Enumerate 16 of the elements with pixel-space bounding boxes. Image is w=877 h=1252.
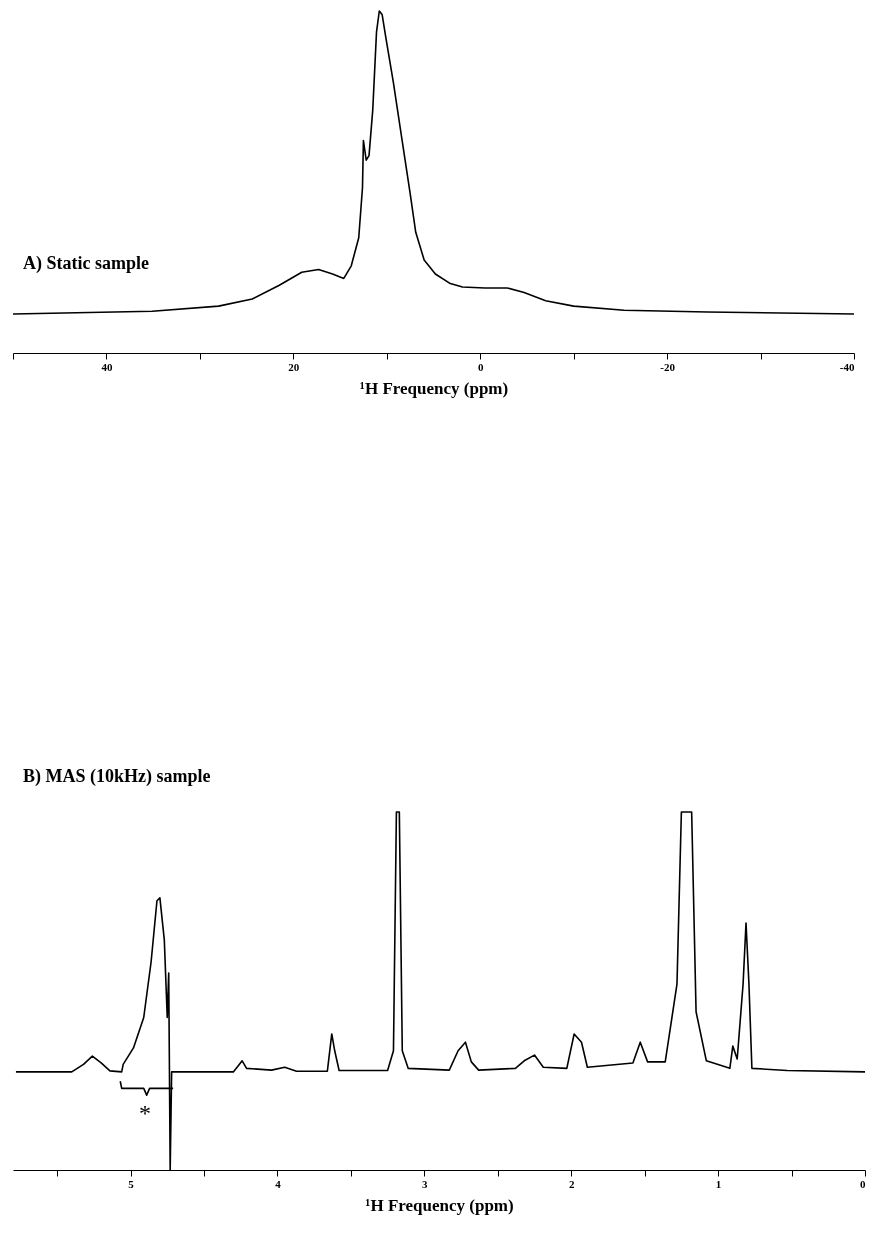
x-tick-label: 20 bbox=[288, 360, 300, 373]
x-axis-title: ¹H Frequency (ppm) bbox=[365, 1195, 514, 1215]
x-tick-label: 0 bbox=[860, 1177, 866, 1190]
x-tick-label: 40 bbox=[101, 360, 113, 373]
x-tick-label: -40 bbox=[839, 360, 855, 373]
chart-title: B) MAS (10kHz) sample bbox=[23, 766, 211, 787]
x-axis-title: ¹H Frequency (ppm) bbox=[359, 378, 509, 398]
annotation: * bbox=[139, 1099, 151, 1126]
x-tick-label: 0 bbox=[477, 360, 484, 373]
x-tick-label: 1 bbox=[715, 1177, 722, 1190]
text: A) Static sample bbox=[23, 253, 149, 274]
x-tick-label: 3 bbox=[422, 1177, 429, 1190]
x-tick-label: -20 bbox=[660, 360, 676, 373]
x-tick-label: 5 bbox=[128, 1177, 135, 1190]
x-tick-label: 4 bbox=[275, 1177, 282, 1190]
x-tick-label: 2 bbox=[568, 1177, 575, 1190]
